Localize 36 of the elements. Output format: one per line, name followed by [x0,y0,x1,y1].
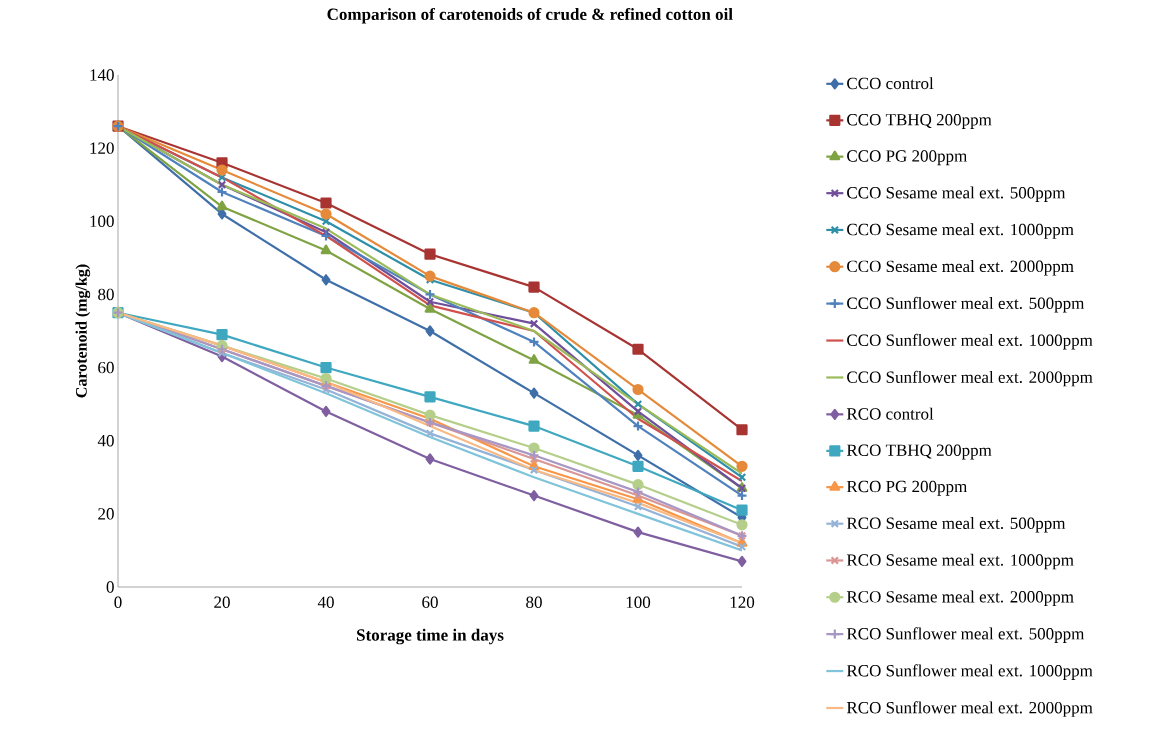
x-tick-label: 40 [317,596,334,608]
y-tick-label: 120 [90,142,114,154]
legend-label: CCO Sunflower meal ext. 1000ppm [847,333,1093,350]
legend-label: CCO Sesame meal ext. 2000ppm [847,260,1074,276]
legend-label: RCO PG 200ppm [846,480,968,496]
y-tick-label: 140 [90,69,114,81]
y-tick-label: 0 [106,581,114,593]
x-tick-label: 120 [730,596,755,608]
x-axis-title: Storage time in days [357,628,504,645]
legend-label: RCO Sunflower meal ext. 2000ppm [846,701,1093,717]
legend-label: RCO Sesame meal ext. 1000ppm [846,553,1074,570]
legend-label: CCO Sunflower meal ext. 2000ppm [847,370,1093,387]
legend-label: CCO PG 200ppm [847,150,968,166]
legend-label: CCO Sesame meal ext. 500ppm [847,186,1066,202]
y-axis-title: Carotenoid (mg/kg) [75,264,91,398]
legend-label: RCO Sesame meal ext. 2000ppm [846,590,1074,607]
y-tick-label: 40 [97,434,114,447]
legend-label: CCO TBHQ 200ppm [847,113,992,129]
legend-label: RCO control [846,407,934,420]
legend-label: CCO Sesame meal ext. 1000ppm [847,223,1074,239]
chart-title: Comparison of carotenoids of crude & refined cotton oil [327,7,733,24]
y-tick-label: 20 [98,508,114,520]
legend-label: RCO TBHQ 200ppm [846,444,992,460]
x-tick-label: 20 [214,596,230,608]
x-tick-label: 100 [626,596,651,608]
x-tick-label: 60 [422,596,438,608]
legend-label: RCO Sunflower meal ext. 1000ppm [846,664,1093,680]
y-tick-label: 60 [98,361,114,374]
x-tick-label: 80 [526,596,542,608]
legend-label: RCO Sesame meal ext. 500ppm [846,517,1066,533]
y-tick-label: 80 [98,288,114,301]
x-tick-label: 0 [114,596,122,608]
y-tick-label: 100 [90,215,114,228]
legend-label: RCO Sunflower meal ext. 500ppm [846,627,1085,643]
legend-label: CCO control [847,77,934,90]
legend-label: CCO Sunflower meal ext. 500ppm [847,296,1085,313]
